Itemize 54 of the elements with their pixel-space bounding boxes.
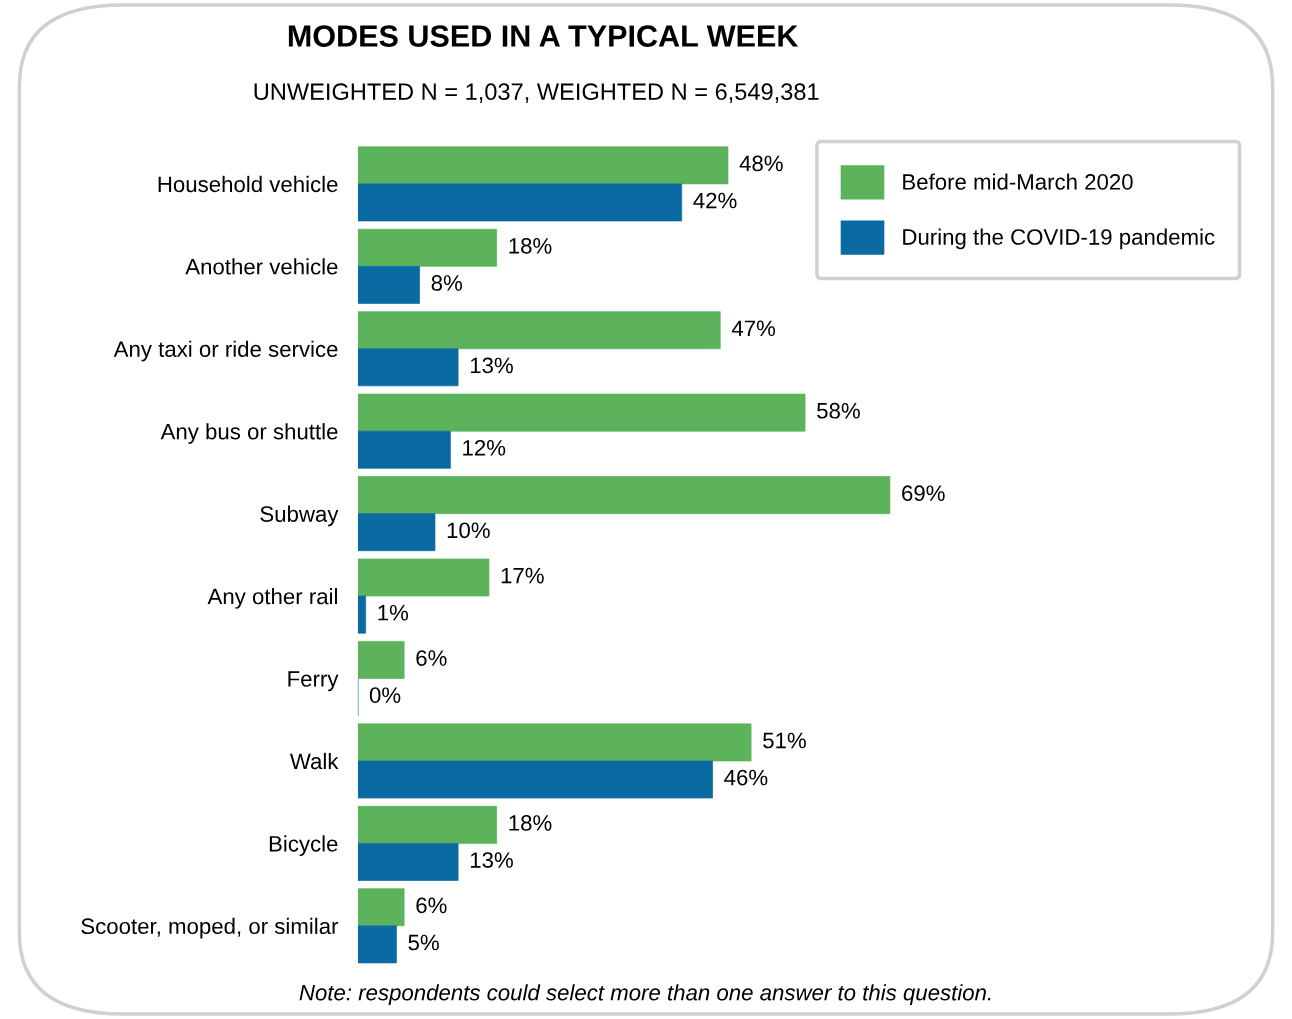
bar [357,641,405,679]
bar [357,558,490,597]
bar [357,430,451,469]
bar [357,311,721,350]
data-label: 47% [731,320,776,337]
bar [357,805,498,844]
data-label: 10% [447,522,490,539]
data-label: 0% [369,687,401,704]
bar [357,183,683,222]
data-label: 18% [509,238,552,254]
bar [357,146,729,185]
data-label: 48% [739,155,783,172]
legend-label: Before mid-March 2020 [903,173,1133,190]
data-label: 12% [463,439,506,456]
bar [357,228,498,267]
bar [357,476,891,514]
chart-subtitle: UNWEIGHTED N = 1,037, WEIGHTED N = 6,549,381 [254,83,819,103]
data-label: 17% [501,567,544,584]
data-label: 1% [378,604,409,621]
data-label: 13% [470,357,513,374]
y-tick-label: Scooter, moped, or similar [81,917,339,939]
y-tick-label: Ferry [288,671,339,692]
y-tick-label: Walk [289,752,339,770]
y-tick-label: Any bus or shuttle [160,423,338,444]
data-label: 69% [902,485,945,502]
legend-label: During the COVID-19 pandemic [903,228,1215,250]
bar [357,393,806,432]
bar [357,513,436,552]
data-label: 18% [509,815,552,831]
bar [357,888,405,927]
data-label: 58% [817,402,860,419]
y-tick-label: Any other rail [207,588,337,609]
data-label: 8% [431,275,462,291]
bar [357,595,366,634]
data-label: 13% [470,852,513,868]
y-tick-label: Another vehicle [185,258,338,275]
data-label: 42% [693,192,737,209]
bar [357,843,459,881]
y-tick-label: Bicycle [269,835,338,857]
bar [357,265,420,304]
y-tick-label: Household vehicle [158,175,338,193]
bar [357,348,459,387]
y-tick-label: Subway [260,505,339,527]
data-label: 46% [724,769,768,786]
data-label: 6% [416,897,447,914]
data-label: 5% [408,934,439,951]
data-label: 51% [763,732,806,749]
y-tick-label: Any taxi or ride service [113,340,338,362]
bar [357,760,713,799]
bar [357,723,752,762]
text: Note: respondents could select more than one answer to this question. [299,984,991,1005]
chart-title: MODES USED IN A TYPICAL WEEK [288,25,799,47]
data-label: 6% [416,650,447,666]
bar [357,925,397,964]
